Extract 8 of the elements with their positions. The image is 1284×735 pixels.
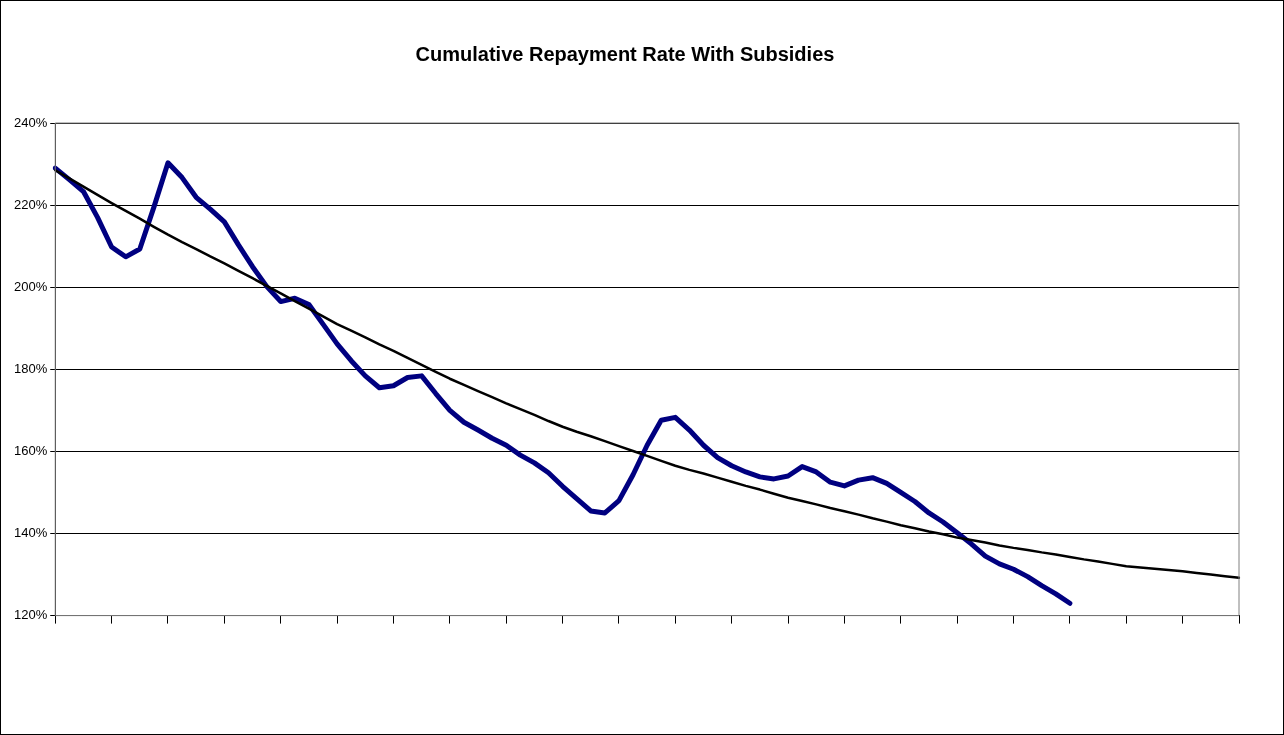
chart-title: Cumulative Repayment Rate With Subsidies [415,42,835,65]
y-tick-label: 220% [14,196,48,212]
y-tick-label: 240% [14,114,48,130]
y-tick-label: 180% [14,360,48,376]
y-tick-label: 160% [14,442,48,458]
y-tick-label: 200% [14,278,48,294]
y-tick-label: 140% [14,525,48,541]
y-tick-label: 120% [14,607,48,623]
